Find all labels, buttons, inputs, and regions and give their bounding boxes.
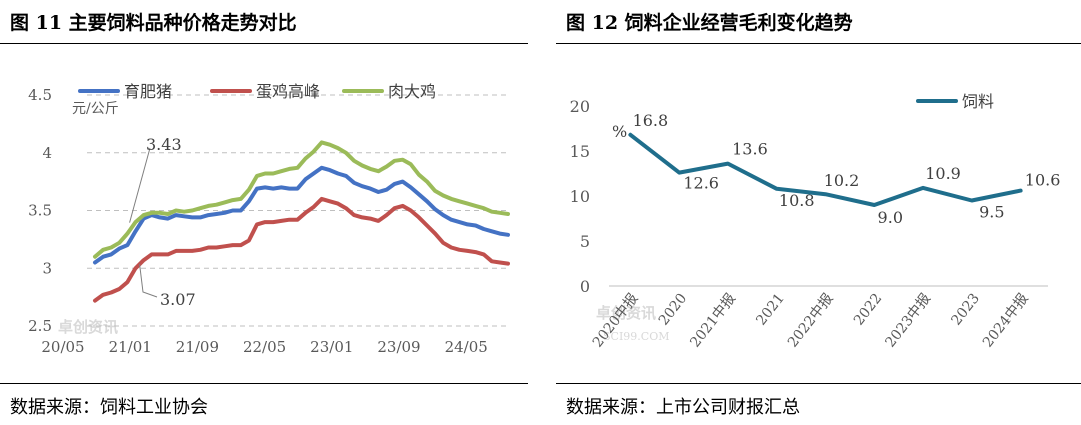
left-watermark: 卓创资讯 xyxy=(58,318,118,336)
right-data-label: 9.5 xyxy=(979,203,1004,222)
right-data-label: 16.8 xyxy=(633,111,669,130)
left-annotation-label: 3.07 xyxy=(160,290,196,309)
left-x-tick-label: 21/01 xyxy=(109,338,152,356)
left-legend-label: 蛋鸡高峰 xyxy=(256,82,320,101)
left-x-tick-label: 24/05 xyxy=(445,338,488,356)
right-data-label: 10.2 xyxy=(824,171,860,190)
right-x-tick-label: 2020 xyxy=(656,291,691,329)
right-x-tick-label: 2021 xyxy=(753,291,788,329)
left-series-line xyxy=(93,196,510,303)
left-annotation-label: 3.43 xyxy=(146,135,182,154)
right-figure-title: 图 12 饲料企业经营毛利变化趋势 xyxy=(566,12,853,34)
right-legend-label: 饲料 xyxy=(962,92,994,111)
left-x-tick-label: 20/05 xyxy=(41,338,84,356)
right-data-label: 10.9 xyxy=(925,164,961,183)
left-x-tick-label: 21/09 xyxy=(176,338,219,356)
left-x-tick-label: 23/09 xyxy=(377,338,420,356)
right-source-note: 数据来源：上市公司财报汇总 xyxy=(566,397,800,418)
left-y-axis-label: 元/公斤 xyxy=(72,101,119,117)
left-y-tick-label: 3.5 xyxy=(28,202,52,220)
right-y-tick-label: 20 xyxy=(570,97,590,116)
right-title-rule xyxy=(556,43,1081,44)
left-figure-title: 图 11 主要饲料品种价格走势对比 xyxy=(10,12,297,34)
left-x-tick-label: 23/01 xyxy=(310,338,353,356)
right-data-label: 13.6 xyxy=(732,140,768,159)
right-x-tick-label: 2023中报 xyxy=(882,291,934,351)
right-x-tick-label: 2022 xyxy=(851,291,886,329)
right-data-label: 9.0 xyxy=(878,208,903,227)
left-y-tick-label: 2.5 xyxy=(28,317,52,335)
left-title-rule xyxy=(0,43,528,44)
left-figure-panel: 图 11 主要饲料品种价格走势对比 卓创资讯 2.5 3 3.5 4 4.5 元/公斤 20/… xyxy=(0,0,528,425)
right-x-tick-label: 2023 xyxy=(948,291,983,329)
right-watermark: 卓创资讯 xyxy=(596,304,656,322)
right-x-tick-label: 2022中报 xyxy=(785,291,837,351)
left-y-tick-label: 3 xyxy=(42,259,52,277)
left-annotation-leader xyxy=(139,264,158,298)
right-data-label: 12.6 xyxy=(683,174,719,193)
right-y-tick-label: 15 xyxy=(570,142,590,161)
right-y-axis-label: % xyxy=(612,122,627,141)
left-y-tick-label: 4 xyxy=(42,144,52,162)
right-figure-panel: 图 12 饲料企业经营毛利变化趋势 卓创资讯 SCI99.COM 0 5 10 15 20%… xyxy=(556,0,1081,425)
left-line-chart: 卓创资讯 2.5 3 3.5 4 4.5 元/公斤 20/05 21/01 21/09 22/05 2… xyxy=(28,82,510,356)
left-x-tick-label: 22/05 xyxy=(243,338,286,356)
left-y-tick-label: 4.5 xyxy=(28,86,52,104)
left-series-line xyxy=(93,140,510,259)
left-legend-label: 肉大鸡 xyxy=(388,82,436,101)
right-data-label: 10.6 xyxy=(1025,171,1061,190)
right-y-tick-label: 10 xyxy=(570,187,590,206)
left-source-note: 数据来源：饲料工业协会 xyxy=(10,397,208,418)
right-y-tick-label: 5 xyxy=(580,232,590,251)
right-source-rule xyxy=(556,383,1081,384)
right-x-tick-label: 2024中报 xyxy=(980,291,1032,351)
right-data-label: 10.8 xyxy=(779,191,815,210)
right-x-tick-label: 2021中报 xyxy=(687,291,739,351)
right-series-line xyxy=(628,132,1023,207)
left-source-rule xyxy=(0,383,528,384)
right-watermark-url: SCI99.COM xyxy=(603,330,670,343)
left-series-line xyxy=(93,165,510,265)
left-annotation-leader xyxy=(129,147,151,223)
left-legend-label: 育肥猪 xyxy=(124,82,172,101)
right-y-tick-label: 0 xyxy=(580,277,590,296)
